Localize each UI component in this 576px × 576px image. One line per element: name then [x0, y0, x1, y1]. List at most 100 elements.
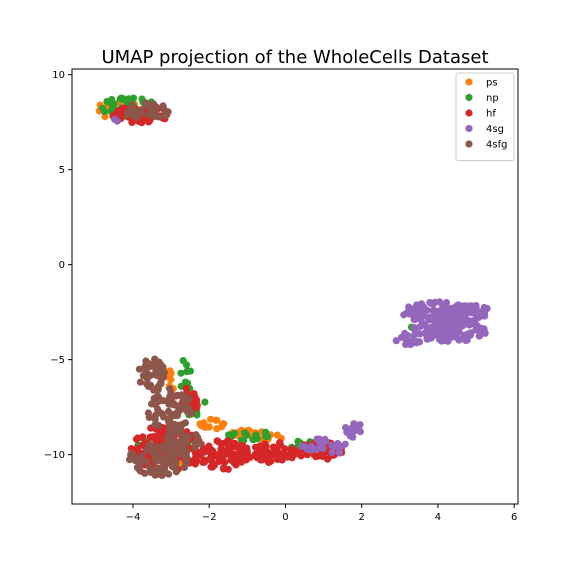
scatter-point-4sfg: [135, 466, 143, 474]
scatter-point-4sg: [401, 329, 409, 337]
scatter-point-4sfg: [135, 365, 144, 373]
scatter-point-hf: [232, 461, 240, 469]
y-tick-label: 10: [52, 70, 65, 81]
scatter-point-np: [119, 95, 127, 103]
scatter-point-4sg: [411, 326, 419, 334]
x-axis: −4 −2 0 2 4 6: [126, 504, 517, 523]
scatter-point-4sg: [449, 304, 457, 312]
scatter-point-4sg: [426, 316, 434, 324]
scatter-point-4sg: [478, 311, 486, 319]
scatter-point-4sg: [307, 442, 315, 450]
scatter-point-4sfg: [182, 397, 190, 405]
scatter-point-4sfg: [151, 442, 159, 450]
scatter-point-4sfg: [166, 385, 174, 393]
legend-marker-hf: [465, 109, 473, 117]
scatter-point-4sg: [426, 299, 434, 307]
scatter-point-hf: [209, 447, 217, 455]
scatter-point-hf: [224, 437, 232, 445]
scatter-point-hf: [192, 456, 200, 464]
scatter-point-4sg: [435, 298, 444, 306]
scatter-point-4sfg: [154, 421, 162, 429]
scatter-point-ps: [218, 420, 226, 428]
scatter-point-hf: [210, 460, 218, 469]
scatter-point-np: [294, 437, 302, 445]
scatter-point-4sg: [441, 310, 449, 318]
scatter-point-4sfg: [158, 442, 166, 450]
scatter-point-4sg: [343, 428, 351, 436]
scatter-point-4sg: [356, 421, 364, 429]
x-tick-label: −2: [202, 512, 217, 523]
scatter-point-4sfg: [170, 422, 178, 430]
scatter-point-4sfg: [172, 468, 180, 476]
scatter-point-hf: [296, 450, 304, 458]
scatter-point-4sg: [458, 311, 466, 319]
legend-marker-ps: [465, 78, 473, 86]
scatter-point-hf: [243, 444, 251, 452]
scatter-point-np: [183, 379, 191, 387]
scatter-point-4sfg: [157, 380, 165, 388]
scatter-point-4sfg: [142, 367, 150, 375]
scatter-point-hf: [113, 109, 121, 117]
y-tick-label: 0: [59, 260, 65, 271]
legend-label-np: np: [486, 93, 499, 104]
scatter-point-4sg: [402, 335, 410, 344]
scatter-point-4sg: [392, 337, 400, 345]
scatter-point-4sfg: [162, 469, 170, 477]
scatter-point-4sfg: [129, 450, 137, 458]
scatter-point-4sfg: [142, 99, 150, 107]
legend-marker-np: [465, 93, 473, 102]
scatter-point-4sg: [350, 420, 358, 428]
scatter-point-4sg: [416, 301, 424, 309]
legend-label-ps: ps: [486, 78, 498, 89]
scatter-point-np: [129, 94, 138, 102]
scatter-point-hf: [198, 447, 207, 455]
scatter-point-hf: [155, 427, 164, 435]
scatter-point-4sfg: [143, 380, 151, 388]
scatter-point-np: [182, 361, 191, 369]
x-tick-label: 4: [435, 512, 441, 523]
scatter-point-4sg: [410, 331, 418, 339]
scatter-point-4sg: [328, 448, 336, 456]
scatter-point-4sfg: [164, 407, 173, 415]
scatter-point-hf: [139, 433, 147, 441]
scatter-point-4sg: [313, 435, 321, 443]
y-tick-label: −5: [50, 355, 65, 366]
legend: ps np hf 4sg 4sfg: [455, 72, 515, 161]
scatter-point-4sfg: [159, 463, 167, 472]
scatter-point-4sfg: [163, 434, 171, 442]
scatter-point-4sg: [442, 335, 450, 343]
scatter-point-4sg: [440, 317, 448, 325]
scatter-point-4sg: [460, 332, 468, 340]
scatter-point-4sfg: [182, 459, 190, 467]
scatter-point-hf: [246, 453, 254, 461]
scatter-point-ps: [204, 423, 212, 431]
chart-title: UMAP projection of the WholeCells Datase…: [101, 47, 488, 68]
scatter-point-hf: [199, 458, 207, 466]
scatter-point-hf: [193, 403, 201, 411]
scatter-point-4sfg: [151, 471, 159, 479]
scatter-point-4sg: [468, 309, 476, 317]
scatter-point-hf: [218, 440, 226, 448]
scatter-point-4sfg: [166, 440, 174, 448]
scatter-point-4sg: [467, 303, 475, 311]
scatter-point-4sg: [427, 323, 435, 331]
scatter-point-4sg: [472, 326, 480, 334]
legend-marker-4sfg: [465, 140, 473, 148]
x-tick-label: −4: [126, 512, 141, 523]
scatter-point-hf: [215, 457, 223, 466]
legend-marker-4sg: [465, 124, 473, 133]
scatter-point-np: [201, 398, 209, 406]
scatter-point-4sfg: [151, 452, 159, 460]
scatter-point-hf: [282, 451, 290, 459]
scatter-point-hf: [237, 458, 245, 466]
scatter-points: [95, 94, 491, 479]
scatter-point-4sfg: [151, 415, 159, 423]
legend-label-4sfg: 4sfg: [486, 140, 507, 151]
scatter-point-4sg: [416, 323, 424, 331]
scatter-point-hf: [190, 390, 198, 398]
scatter-point-4sfg: [157, 360, 165, 368]
plot-frame: [71, 68, 519, 505]
scatter-point-hf: [148, 433, 157, 441]
scatter-point-4sg: [430, 307, 438, 316]
scatter-point-4sfg: [159, 368, 167, 376]
